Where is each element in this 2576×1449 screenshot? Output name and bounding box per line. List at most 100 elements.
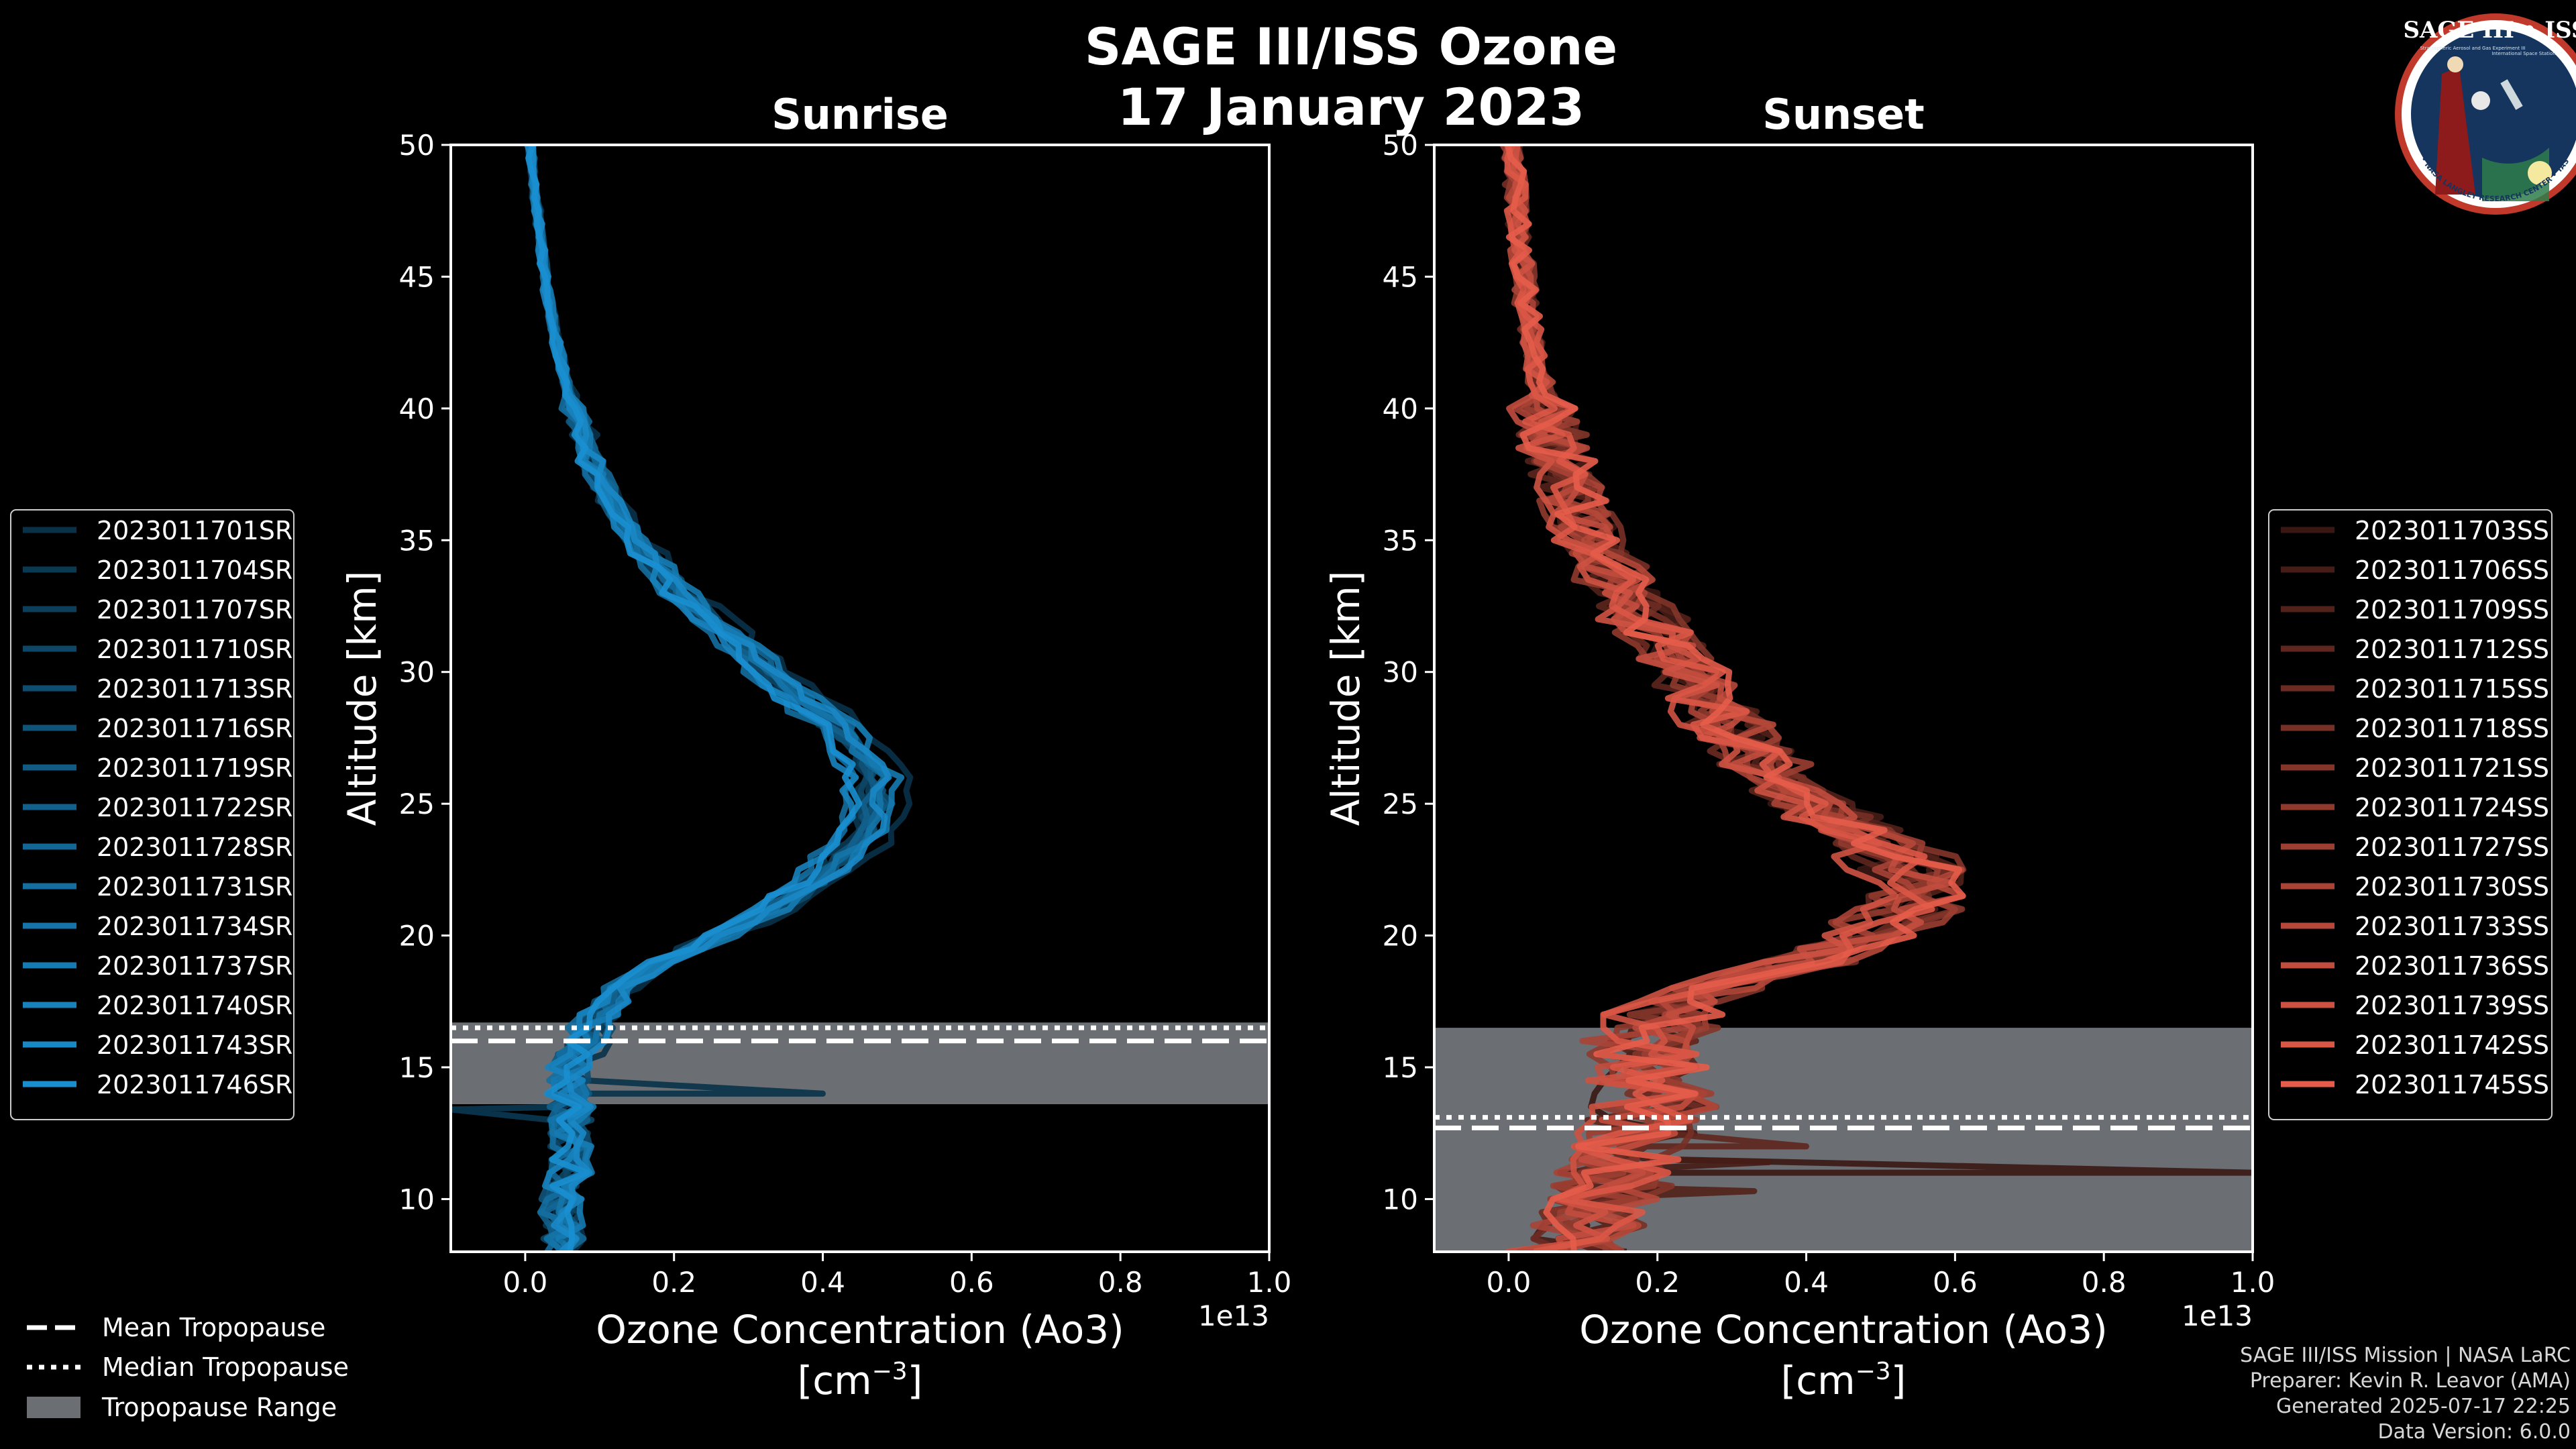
tropopause-legend-range-swatch [27, 1397, 80, 1418]
sunrise-y-tick-label: 20 [399, 920, 435, 953]
sunrise-y-tick-label: 10 [399, 1183, 435, 1216]
sunrise-legend-label: 2023011701SR [97, 516, 292, 545]
sunrise-y-tick-label: 35 [399, 524, 435, 557]
sunset-legend-label: 2023011703SS [2355, 516, 2549, 545]
sunrise-legend-label: 2023011746SR [97, 1070, 292, 1099]
sunrise-legend-label: 2023011737SR [97, 951, 292, 981]
sunrise-legend-label: 2023011704SR [97, 555, 292, 585]
tropopause-legend-range-label: Tropopause Range [101, 1393, 337, 1422]
sunrise-legend-label: 2023011731SR [97, 872, 292, 902]
sunrise-y-tick-label: 45 [399, 260, 435, 293]
sunrise-y-tick-label: 40 [399, 392, 435, 425]
sunset-legend: 2023011703SS 2023011706SS 2023011709SS 2023… [2268, 509, 2553, 1120]
sunset-x-tick-label: 0.0 [1487, 1266, 1532, 1299]
tropopause-legend-median-label: Median Tropopause [102, 1352, 349, 1382]
sunrise-xlabel: Ozone Concentration (Ao3) [596, 1307, 1124, 1352]
sunset-legend-label: 2023011742SS [2355, 1030, 2549, 1060]
sunset-xlabel-units: [cm−3] [1781, 1358, 1907, 1403]
sunrise-x-tick-label: 0.4 [800, 1266, 845, 1299]
sunset-y-tick-label: 25 [1383, 788, 1418, 820]
sunrise-legend-label: 2023011710SR [97, 635, 292, 664]
footer-credits: SAGE III/ISS Mission | NASA LaRC Prepare… [2240, 1343, 2571, 1445]
logo-subtitle: Stratospheric Aerosol and Gas Experiment… [2420, 46, 2525, 51]
sunrise-y-ticks: 10 15 20 25 30 35 40 45 50 [399, 129, 451, 1216]
sunset-ylabel: Altitude [km] [1323, 571, 1368, 826]
sunset-x-tick-label: 0.8 [2082, 1266, 2127, 1299]
sunset-x-tick-label: 1.0 [2231, 1266, 2275, 1299]
logo-figure-head-icon [2447, 56, 2463, 72]
logo-moon-icon [2471, 91, 2490, 110]
sunset-legend-label: 2023011721SS [2355, 753, 2549, 783]
logo-sun-icon [2528, 161, 2552, 185]
sunset-profile-line [1503, 145, 1935, 1252]
sunset-legend-label: 2023011727SS [2355, 833, 2549, 862]
sunset-x-tick-label: 0.4 [1784, 1266, 1829, 1299]
tropopause-legend-mean-label: Mean Tropopause [102, 1313, 325, 1342]
sunset-x-ticks: 0.0 0.2 0.4 0.6 0.8 1.0 [1487, 1252, 2275, 1299]
sunset-xlabel-units-exp: −3 [1856, 1358, 1891, 1385]
sunrise-profile-line [525, 145, 863, 1252]
sunset-legend-label: 2023011745SS [2355, 1070, 2549, 1099]
sunset-x-tick-label: 0.6 [1933, 1266, 1978, 1299]
sunset-y-ticks: 10 15 20 25 30 35 40 45 50 [1383, 129, 1434, 1216]
sunrise-legend-label: 2023011707SR [97, 595, 292, 625]
sunset-legend-label: 2023011724SS [2355, 793, 2549, 822]
sunrise-ylabel: Altitude [km] [339, 571, 385, 826]
sunrise-profiles [451, 145, 914, 1252]
logo-earth-icon [2482, 148, 2549, 201]
sunrise-y-tick-label: 50 [399, 129, 435, 162]
logo-station-icon [2500, 79, 2523, 110]
sunset-y-tick-label: 45 [1383, 260, 1418, 293]
sunrise-xlabel-units-base: [cm [798, 1358, 872, 1403]
sunrise-axes-frame [449, 144, 1271, 1253]
sunset-legend-label: 2023011739SS [2355, 991, 2549, 1020]
sunrise-legend-label: 2023011713SR [97, 674, 292, 704]
sunset-legend-label: 2023011736SS [2355, 951, 2549, 981]
tropopause-legend: Mean Tropopause Median Tropopause Tropop… [27, 1313, 349, 1422]
sunrise-legend-label: 2023011716SR [97, 714, 292, 743]
sunset-xlabel-units-base: [cm [1781, 1358, 1856, 1403]
sunset-legend-label: 2023011730SS [2355, 872, 2549, 902]
sunset-title: Sunset [1762, 90, 1925, 139]
sunset-y-tick-label: 15 [1383, 1051, 1418, 1084]
sunset-legend-label: 2023011715SS [2355, 674, 2549, 704]
sunrise-legend-label: 2023011722SR [97, 793, 292, 822]
sunset-y-tick-label: 40 [1383, 392, 1418, 425]
sunset-legend-label: 2023011706SS [2355, 555, 2549, 585]
sunrise-x-ticks: 0.0 0.2 0.4 0.6 0.8 1.0 [503, 1252, 1292, 1299]
footer-mission: SAGE III/ISS Mission | NASA LaRC [2240, 1344, 2571, 1367]
sunrise-legend-label: 2023011743SR [97, 1030, 292, 1060]
sunset-legend-label: 2023011718SS [2355, 714, 2549, 743]
sunset-legend-label: 2023011709SS [2355, 595, 2549, 625]
sunrise-x-tick-label: 0.8 [1098, 1266, 1143, 1299]
sunset-x-tick-label: 0.2 [1635, 1266, 1680, 1299]
sunset-panel: 0.0 0.2 0.4 0.6 0.8 1.0 10 15 20 25 30 35 40 45 50 Su… [1323, 90, 2275, 1403]
sunset-legend-label: 2023011712SS [2355, 635, 2549, 664]
logo-figure-icon [2435, 67, 2475, 195]
sunrise-y-tick-label: 15 [399, 1051, 435, 1084]
sunset-profiles [1499, 145, 2253, 1252]
sunrise-legend-label: 2023011734SR [97, 912, 292, 941]
footer-data-version: Data Version: 6.0.0 [2377, 1420, 2571, 1444]
sunset-y-tick-label: 20 [1383, 920, 1418, 953]
sunrise-x-offset: 1e13 [1198, 1299, 1269, 1332]
sunset-legend-frame [2268, 509, 2553, 1120]
figure-title-line1: SAGE III/ISS Ozone [1085, 17, 1617, 76]
sunset-y-tick-label: 30 [1383, 656, 1418, 689]
sunset-y-tick-label: 35 [1383, 524, 1418, 557]
sunset-y-tick-label: 10 [1383, 1183, 1418, 1216]
sunrise-x-tick-label: 0.0 [503, 1266, 548, 1299]
footer-generated: Generated 2025-07-17 22:25 [2275, 1395, 2571, 1418]
sunset-x-offset: 1e13 [2182, 1299, 2253, 1332]
sunrise-x-tick-label: 0.6 [949, 1266, 994, 1299]
sunrise-xlabel-units-exp: −3 [872, 1358, 908, 1385]
sunrise-legend-frame [10, 509, 294, 1120]
sunrise-xlabel-units-close: ] [908, 1358, 923, 1403]
sunset-profile-line [1504, 145, 1953, 1252]
sunrise-legend-label: 2023011740SR [97, 991, 292, 1020]
sunrise-xlabel-units: [cm−3] [798, 1358, 923, 1403]
sunset-legend-label: 2023011733SS [2355, 912, 2549, 941]
sunrise-x-tick-label: 1.0 [1247, 1266, 1292, 1299]
sunset-xlabel: Ozone Concentration (Ao3) [1579, 1307, 2108, 1352]
